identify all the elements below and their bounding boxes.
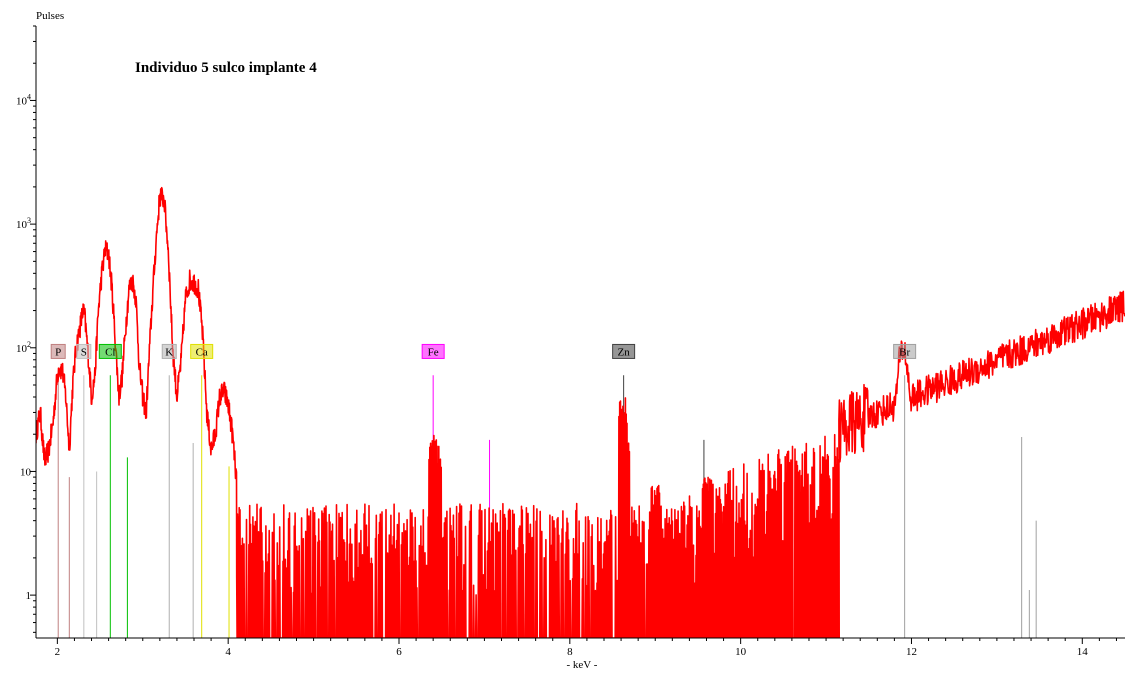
element-label-box-ca [190, 343, 214, 359]
element-label-box-s [76, 343, 92, 359]
element-label-zn: Zn [618, 346, 631, 358]
element-label-k: K [165, 346, 173, 358]
y-axis-title: Pulses [36, 10, 64, 22]
element-label-fe: Fe [428, 346, 439, 358]
plot-area [36, 26, 1125, 638]
element-label-p: P [55, 346, 61, 358]
y-tick-label: 1 [26, 590, 32, 602]
x-axis-title: - keV - [567, 659, 598, 671]
element-label-cl: Cl [105, 346, 115, 358]
element-labels: P S Cl K Ca Fe Zn Br [50, 343, 917, 359]
element-label-box-k [161, 343, 177, 359]
x-tick-label: 2 [55, 646, 61, 658]
x-tick-label: 10 [735, 646, 747, 658]
x-tick-label: 8 [567, 646, 573, 658]
element-label-box-cl [98, 343, 122, 359]
y-tick-label: 104 [16, 92, 31, 107]
element-label-ca: Ca [196, 346, 208, 358]
element-label-box-fe [421, 343, 445, 359]
element-label-s: S [81, 346, 87, 358]
element-label-box-zn [612, 343, 636, 359]
axes: 2 4 6 8 10 12 14 1 10 102 103 104 [16, 25, 1125, 658]
element-label-box-p [50, 343, 66, 359]
chart-title: Individuo 5 sulco implante 4 [135, 60, 317, 76]
y-tick-label: 102 [16, 340, 31, 355]
x-tick-label: 4 [225, 646, 231, 658]
x-tick-label: 12 [906, 646, 917, 658]
x-tick-label: 6 [396, 646, 402, 658]
y-tick-label: 103 [16, 216, 31, 231]
y-tick-label: 10 [20, 466, 32, 478]
x-tick-label: 14 [1077, 646, 1089, 658]
element-label-br: Br [899, 346, 910, 358]
element-label-box-br [893, 343, 917, 359]
